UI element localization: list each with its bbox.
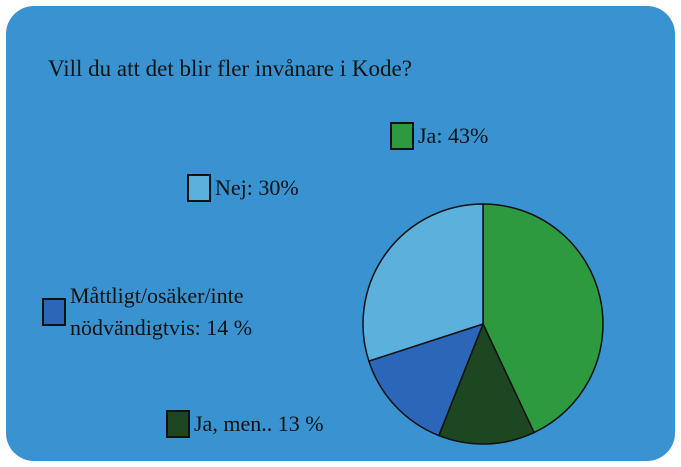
legend-swatch bbox=[390, 122, 414, 150]
legend-label: Ja: 43% bbox=[418, 123, 489, 148]
pie-slice bbox=[482, 203, 604, 434]
legend-label: Måttligt/osäker/inte nödvändigtvis: 14 % bbox=[70, 283, 253, 340]
pie bbox=[362, 203, 604, 445]
chart-title: Vill du att det blir fler invånare i Kod… bbox=[48, 56, 412, 81]
legend-swatch bbox=[166, 410, 190, 438]
legend-item: Ja: 43% bbox=[390, 120, 488, 152]
card: Vill du att det blir fler invånare i Kod… bbox=[6, 6, 675, 461]
legend-swatch bbox=[187, 174, 211, 202]
legend-item: Måttligt/osäker/inte nödvändigtvis: 14 % bbox=[42, 280, 370, 344]
legend-label: Nej: 30% bbox=[215, 175, 299, 200]
pie-slice bbox=[362, 203, 484, 363]
legend-item: Nej: 30% bbox=[187, 172, 299, 204]
legend-label: Ja, men.. 13 % bbox=[194, 411, 324, 436]
pie-slice bbox=[437, 322, 536, 445]
legend-item: Ja, men.. 13 % bbox=[166, 408, 324, 440]
legend-swatch bbox=[42, 298, 66, 326]
